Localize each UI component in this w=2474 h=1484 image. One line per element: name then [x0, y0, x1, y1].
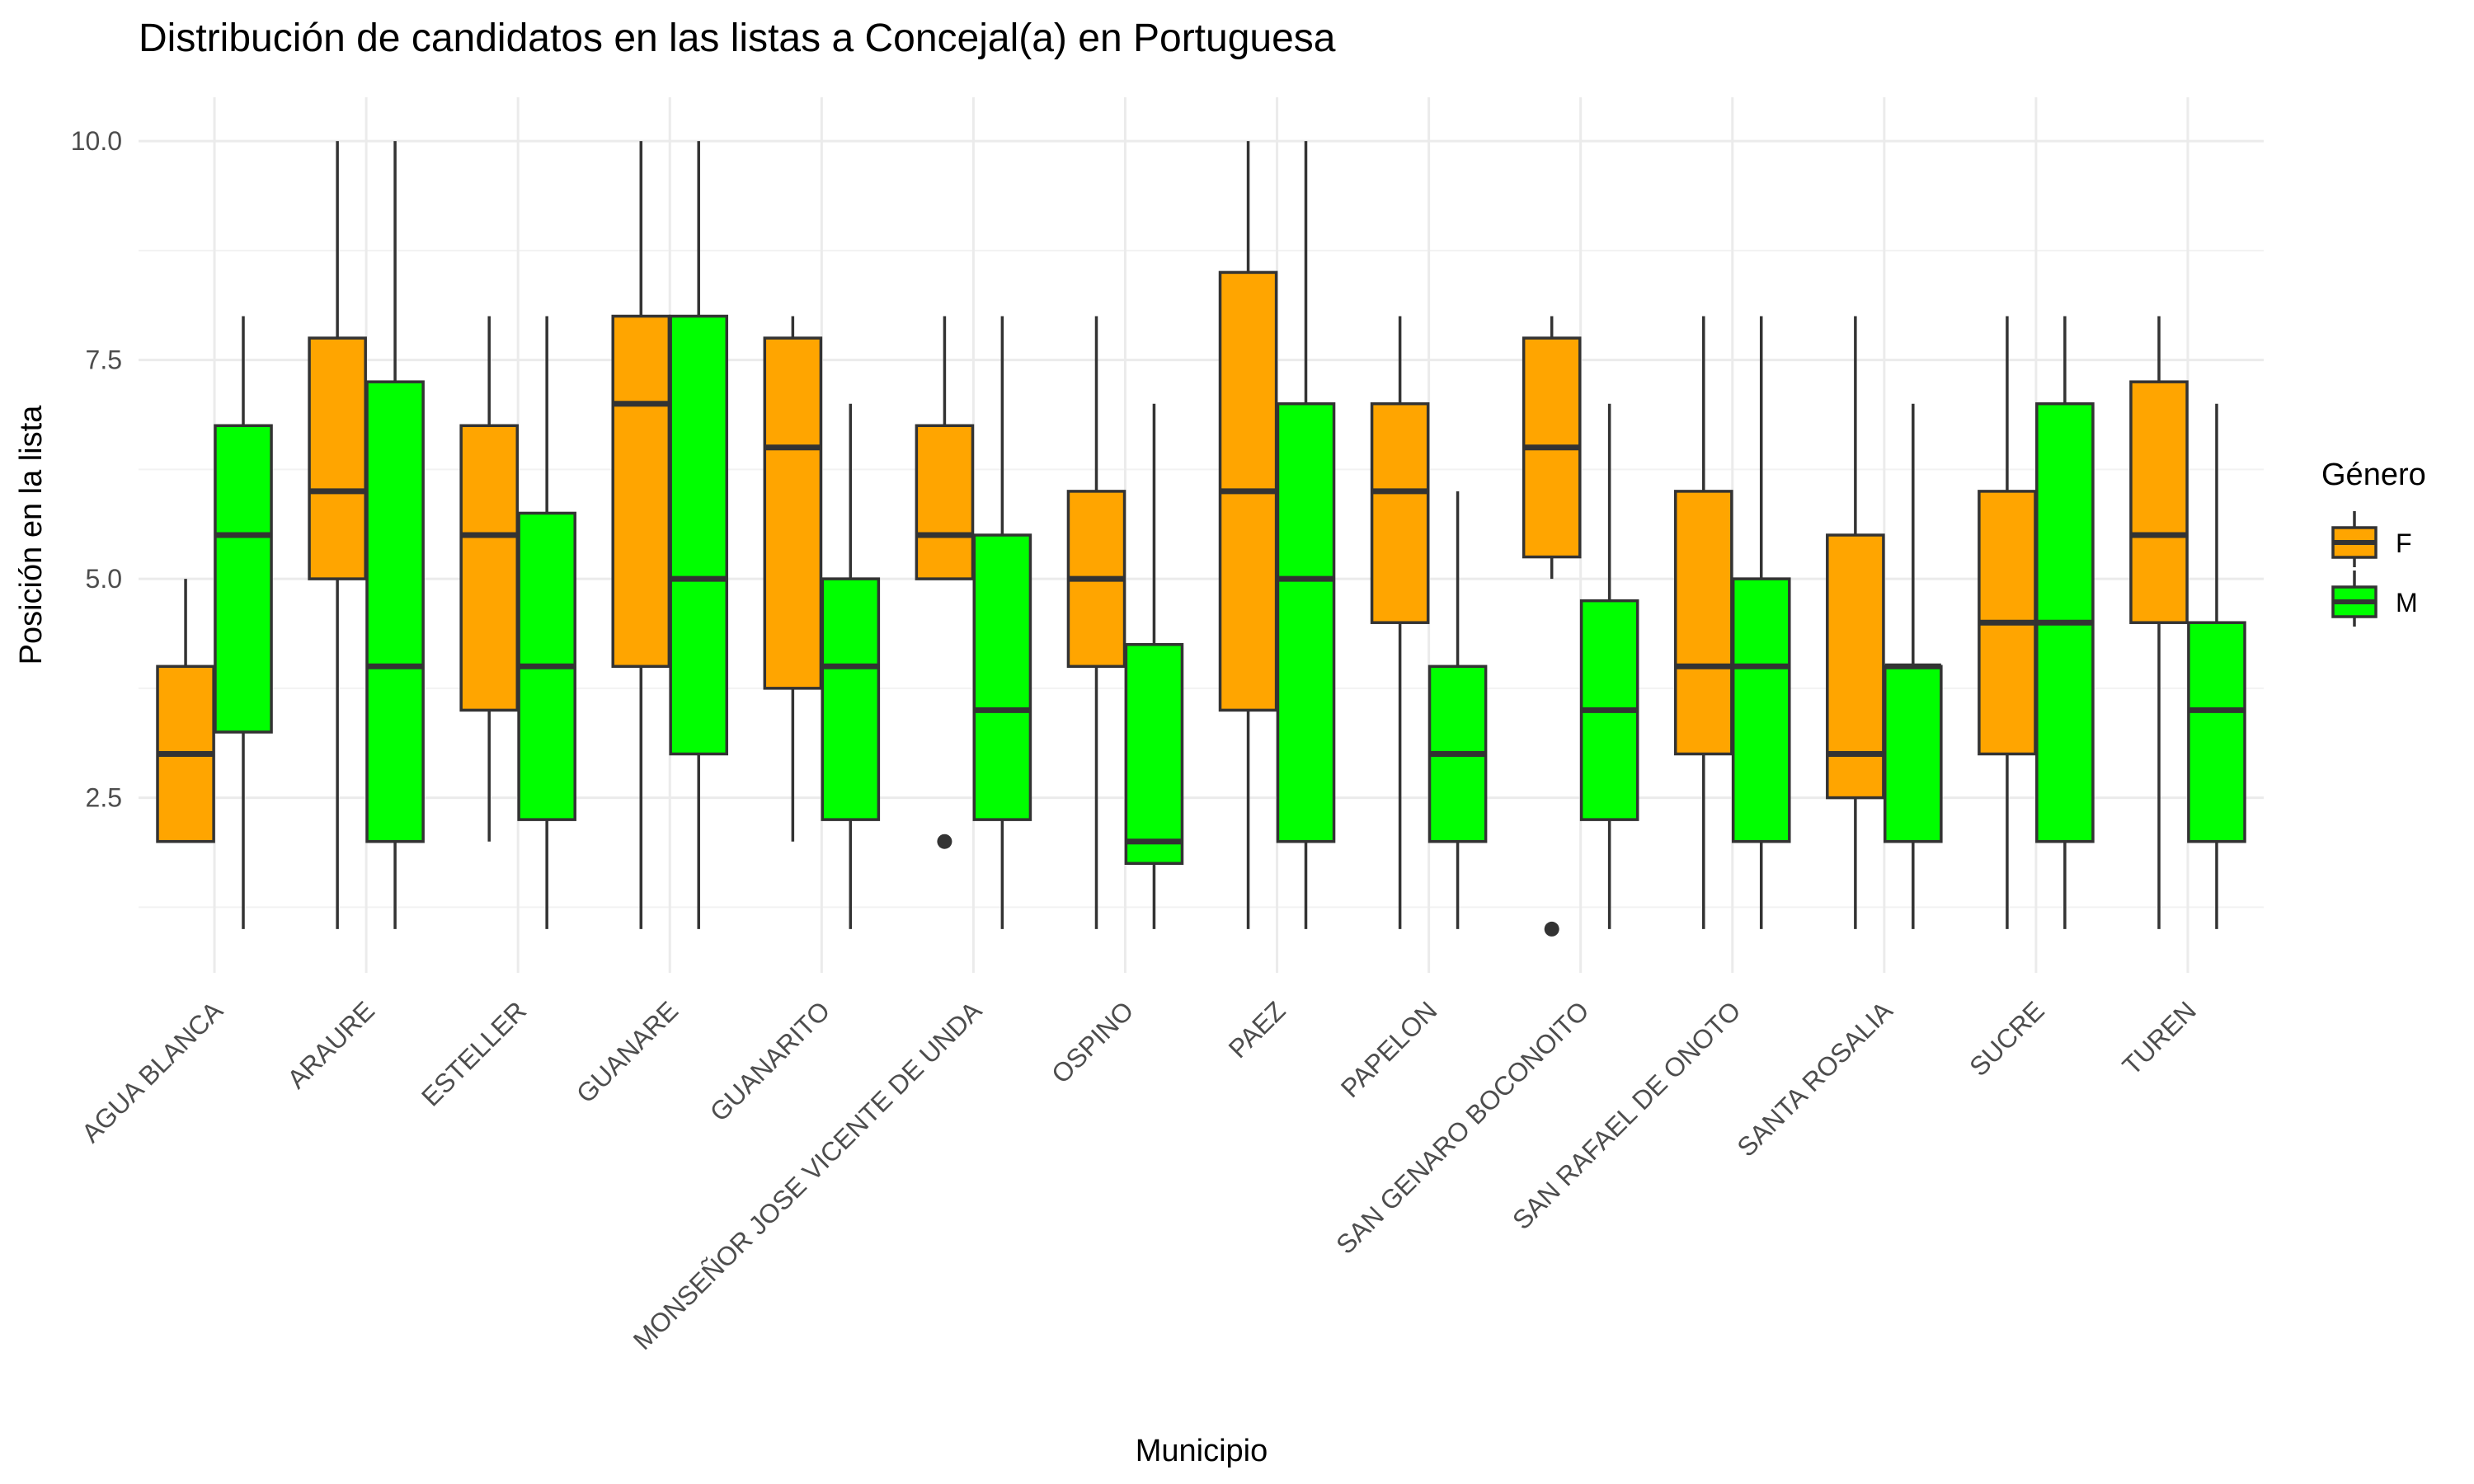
box-iqr [1826, 533, 1885, 800]
box-iqr [1731, 577, 1791, 843]
box-iqr [459, 424, 520, 712]
box-iqr [1883, 665, 1943, 843]
box-iqr [1276, 402, 1336, 843]
box-F-2 [459, 316, 520, 842]
x-axis-label: Municipio [1136, 1434, 1268, 1468]
box-M-7 [1276, 141, 1336, 929]
series-M [214, 141, 2246, 929]
legend-title: Género [2321, 458, 2426, 492]
box-iqr [1370, 402, 1430, 624]
box-M-1 [365, 141, 425, 929]
box-iqr [214, 424, 273, 734]
box-M-9 [1579, 403, 1639, 929]
box-F-7 [1218, 141, 1278, 929]
outlier-point-0 [937, 834, 952, 849]
y-tick-label-0: 2.5 [86, 783, 122, 813]
box-M-12 [2035, 316, 2095, 929]
box-M-2 [517, 316, 576, 929]
box-F-12 [1978, 316, 2037, 929]
box-F-1 [308, 141, 367, 929]
y-tick-label-3: 10.0 [71, 126, 122, 156]
legend-label-F: F [2396, 528, 2412, 558]
box-M-13 [2187, 403, 2246, 929]
box-iqr [763, 336, 823, 690]
y-axis-label: Posición en la lista [14, 405, 49, 665]
legend: Género FM [2321, 458, 2426, 627]
box-M-8 [1427, 491, 1488, 929]
box-F-6 [1066, 316, 1126, 929]
series-F [156, 141, 2189, 937]
box-F-8 [1370, 316, 1430, 929]
legend-items: FM [2331, 511, 2418, 627]
box-M-5 [972, 316, 1032, 929]
box-F-9 [1522, 316, 1582, 937]
legend-label-M: M [2396, 588, 2418, 618]
box-iqr [915, 424, 975, 580]
legend-item-F: F [2331, 511, 2412, 567]
box-iqr [2129, 380, 2189, 624]
box-iqr [1673, 490, 1733, 756]
box-iqr [821, 577, 881, 821]
box-M-0 [214, 316, 273, 929]
box-F-13 [2129, 316, 2189, 929]
outlier-point-0 [1544, 921, 1559, 937]
box-F-5 [915, 316, 975, 849]
box-M-11 [1883, 403, 1943, 929]
box-F-3 [611, 141, 671, 929]
y-tick-labels: 2.5 5.0 7.5 10.0 [71, 126, 122, 813]
box-M-6 [1124, 403, 1184, 929]
legend-item-M: M [2331, 571, 2418, 627]
box-F-11 [1826, 316, 1885, 929]
box-iqr [669, 314, 729, 756]
box-F-10 [1673, 316, 1733, 929]
box-F-0 [156, 579, 215, 843]
box-iqr [308, 336, 367, 580]
box-iqr [365, 380, 425, 843]
box-iqr [611, 314, 671, 669]
box-iqr [2187, 621, 2246, 843]
chart-title: Distribución de candidatos en las listas… [139, 16, 1336, 60]
y-tick-label-2: 7.5 [86, 345, 122, 375]
y-tick-label-1: 5.0 [86, 564, 122, 594]
box-iqr [972, 533, 1032, 821]
box-M-10 [1731, 316, 1791, 929]
box-M-3 [669, 141, 729, 929]
box-series [156, 141, 2246, 937]
box-M-4 [821, 403, 881, 929]
box-iqr [1124, 643, 1184, 865]
box-F-4 [763, 316, 823, 842]
